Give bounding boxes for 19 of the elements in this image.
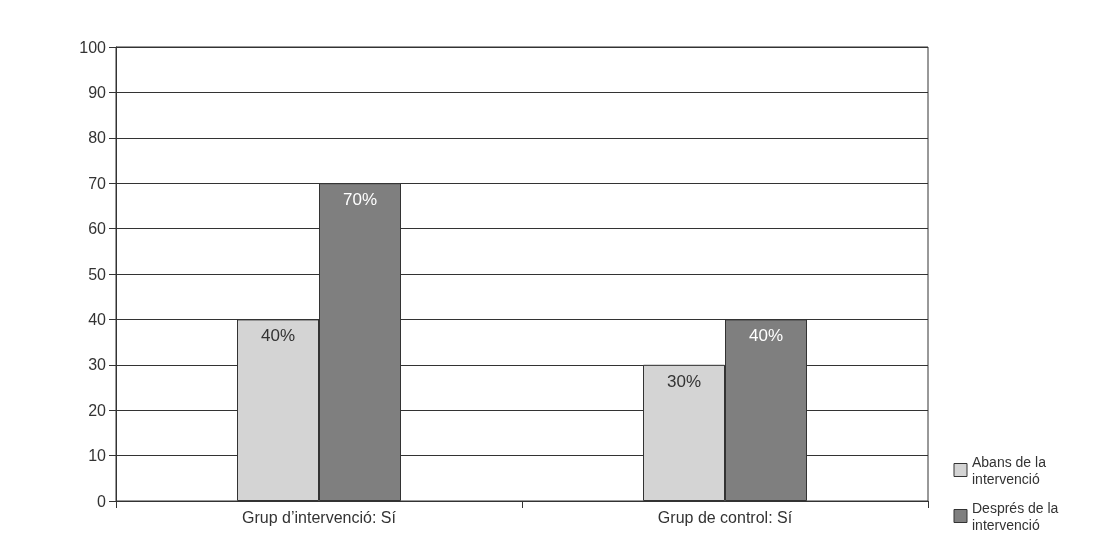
y-tick-label: 20 bbox=[88, 401, 107, 419]
y-tick-label: 70 bbox=[88, 174, 107, 192]
y-tick-label: 0 bbox=[97, 492, 107, 510]
y-tick-label: 80 bbox=[88, 129, 107, 147]
y-tick-label: 10 bbox=[88, 447, 107, 465]
data-label: 70% bbox=[342, 190, 378, 210]
y-tick-label: 40 bbox=[88, 310, 107, 328]
y-tick-label: 100 bbox=[79, 38, 107, 56]
data-label: 40% bbox=[748, 326, 784, 346]
x-tick-label: Grup de control: Sí bbox=[657, 508, 793, 526]
y-tick-label: 60 bbox=[88, 220, 107, 238]
y-tick-label: 30 bbox=[88, 356, 107, 374]
x-tick-label: Grup d’intervenció: Sí bbox=[242, 508, 397, 526]
y-tick-label: 90 bbox=[88, 83, 107, 101]
y-tick-label: 50 bbox=[88, 265, 107, 283]
legend-label: Abans de la intervenció bbox=[972, 453, 1050, 487]
data-label: 30% bbox=[666, 371, 702, 391]
data-label: 40% bbox=[260, 326, 296, 346]
legend-label: Després de la intervenció bbox=[972, 499, 1063, 533]
